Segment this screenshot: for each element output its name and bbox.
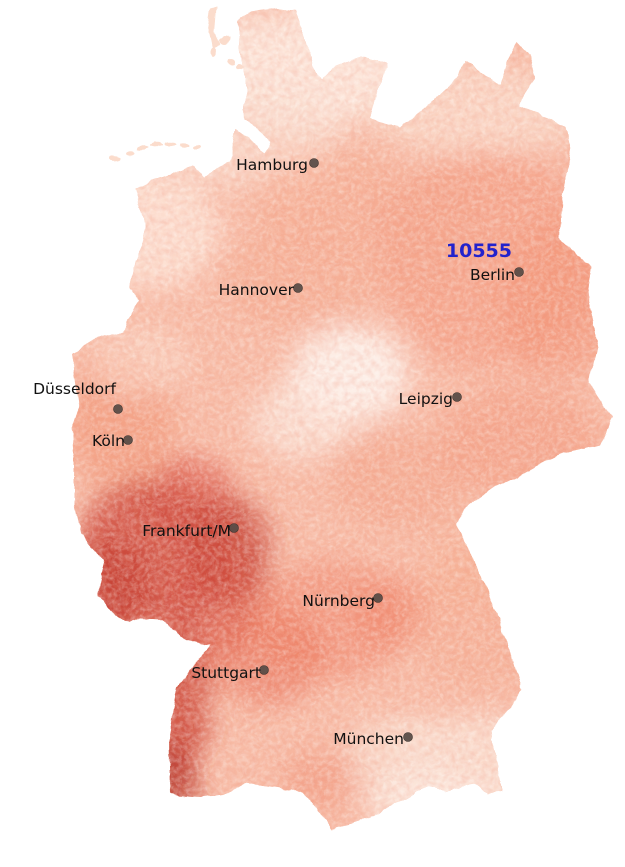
city-d-sseldorf[interactable]: Düsseldorf [33, 380, 123, 414]
city-marker-dot[interactable] [229, 523, 239, 533]
city-label: Berlin [470, 266, 515, 284]
city-hannover[interactable]: Hannover [219, 281, 303, 299]
city-marker-dot[interactable] [113, 404, 123, 414]
city-label: Stuttgart [191, 664, 261, 682]
city-marker-dot[interactable] [403, 732, 413, 742]
selected-value-label: 10555 [446, 240, 512, 262]
city-marker-dot[interactable] [259, 665, 269, 675]
city-marker-dot[interactable] [309, 158, 319, 168]
city-marker-dot[interactable] [293, 283, 303, 293]
city-m-nchen[interactable]: München [333, 730, 413, 748]
cities-layer: Hamburg Berlin Hannover Düsseldorf Köln Leipz… [33, 156, 524, 748]
city-k-ln[interactable]: Köln [92, 432, 133, 450]
city-label: Düsseldorf [33, 380, 116, 398]
city-stuttgart[interactable]: Stuttgart [191, 664, 269, 682]
city-label: Köln [92, 432, 125, 450]
city-leipzig[interactable]: Leipzig [399, 390, 462, 408]
city-marker-dot[interactable] [373, 593, 383, 603]
islands [110, 8, 243, 161]
city-frankfurt-m[interactable]: Frankfurt/M [142, 522, 239, 540]
city-marker-dot[interactable] [123, 435, 133, 445]
city-marker-dot[interactable] [452, 392, 462, 402]
city-berlin[interactable]: Berlin [470, 266, 524, 284]
city-label: Nürnberg [302, 592, 375, 610]
city-label: Hamburg [236, 156, 308, 174]
city-label: Hannover [219, 281, 295, 299]
city-marker-dot[interactable] [514, 267, 524, 277]
city-hamburg[interactable]: Hamburg [236, 156, 319, 174]
city-label: München [333, 730, 404, 748]
city-label: Frankfurt/M [142, 522, 231, 540]
city-n-rnberg[interactable]: Nürnberg [302, 592, 383, 610]
city-label: Leipzig [399, 390, 453, 408]
